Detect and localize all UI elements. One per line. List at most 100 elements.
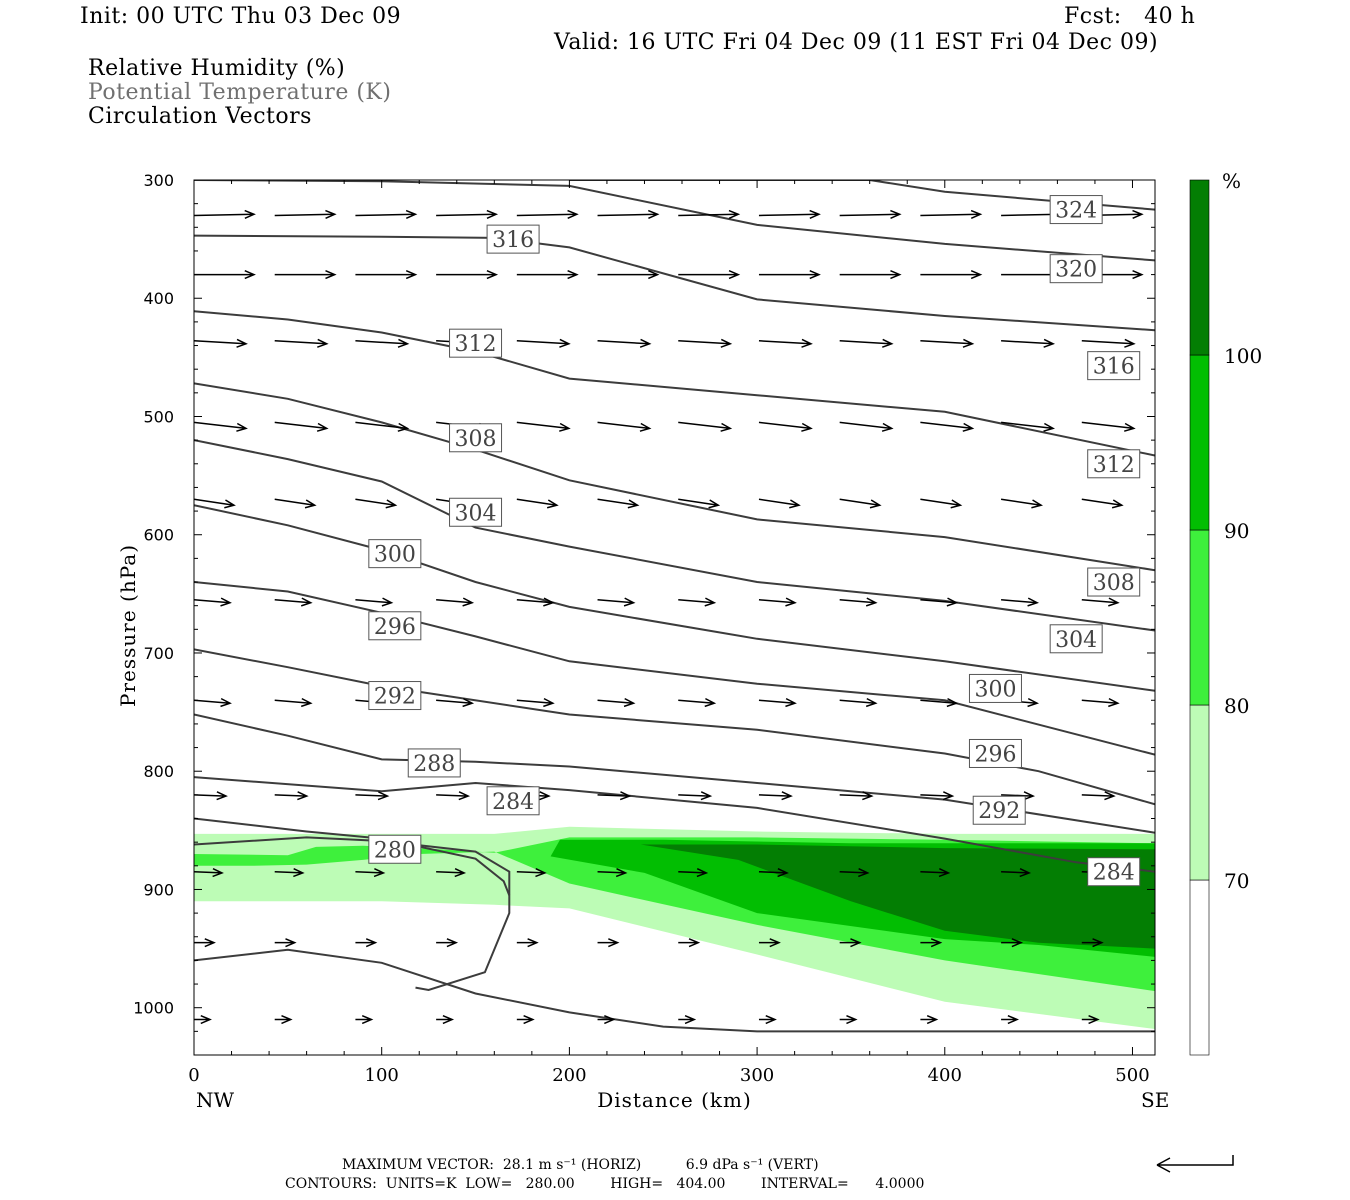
plot-frame <box>193 179 1156 1056</box>
rh-shading <box>194 826 1155 1029</box>
theta-contour-296 <box>194 581 1155 756</box>
vector-arrow <box>436 1014 455 1025</box>
contour-label-box <box>1087 857 1141 887</box>
vector-arrow <box>920 421 975 432</box>
theta-contour-284 <box>194 817 511 896</box>
contour-label: 292 <box>374 685 416 710</box>
colorbar-segment <box>1189 879 1210 1056</box>
theta-contour-284 <box>194 776 1155 873</box>
contour-label-box <box>1087 449 1141 479</box>
vector-arrow <box>274 270 337 280</box>
y-tick-label: 900 <box>143 880 174 899</box>
vector-arrow <box>597 338 652 348</box>
theta-contour-288 <box>194 713 1155 834</box>
vector-arrow <box>920 498 963 509</box>
vector-arrow <box>194 270 256 280</box>
vector-arrow <box>597 270 660 280</box>
field-theta: Potential Temperature (K) <box>88 80 392 105</box>
vector-arrow <box>194 938 216 948</box>
vector-arrow <box>920 338 975 348</box>
vector-arrow <box>355 270 418 280</box>
vector-arrow <box>597 697 636 708</box>
x-tick-label: 300 <box>740 1065 774 1086</box>
colorbar-level-label: 70 <box>1224 869 1249 893</box>
theta-contour-320 <box>194 180 1155 262</box>
colorbar-level-label: 100 <box>1224 344 1262 368</box>
vector-arrow <box>839 867 870 878</box>
vector-arrow <box>274 209 337 220</box>
vector-arrow <box>355 209 418 220</box>
init-time: Init: 00 UTC Thu 03 Dec 09 <box>80 4 402 29</box>
direction-label-se: SE <box>1141 1088 1169 1112</box>
vector-arrow <box>274 1014 293 1025</box>
colorbar-segment <box>1189 704 1210 881</box>
contour-label: 280 <box>374 838 416 863</box>
vector-arrow <box>920 867 951 878</box>
vector-arrow <box>274 421 329 432</box>
x-tick-label: 400 <box>928 1065 962 1086</box>
contour-label: 292 <box>978 799 1020 824</box>
x-tick-label: 100 <box>365 1065 399 1086</box>
contour-label-box <box>368 539 422 569</box>
contour-label-box <box>968 673 1022 703</box>
vector-arrow <box>597 938 620 948</box>
vector-arrow <box>758 938 781 948</box>
vector-arrow <box>839 1014 858 1025</box>
vector-arrow <box>597 1014 616 1025</box>
vector-arrow <box>758 338 813 348</box>
contour-label-box <box>449 497 503 527</box>
contour-label-box <box>368 681 422 711</box>
y-tick-label: 300 <box>143 171 174 190</box>
contour-label: 296 <box>974 742 1016 767</box>
vector-arrow <box>516 421 571 432</box>
contour-labels: 324 316 320 312 316 308 312 304 300 308 304 296 300 2… <box>368 195 1141 887</box>
y-tick-label: 400 <box>143 289 174 308</box>
contour-label-box <box>486 786 540 816</box>
vector-arrow <box>920 697 959 708</box>
contour-label: 288 <box>413 752 455 777</box>
vector-arrow <box>758 270 821 280</box>
vector-arrow <box>193 209 256 220</box>
contour-label-box <box>968 738 1022 768</box>
vector-arrow <box>436 867 467 878</box>
vector-arrow <box>839 421 894 432</box>
vector-arrow <box>274 597 313 607</box>
contour-label-box <box>1049 254 1103 284</box>
vector-arrow <box>516 209 579 220</box>
reference-vector-arrow <box>1156 1155 1234 1173</box>
vector-arrow <box>1001 791 1036 801</box>
colorbar-segment <box>1189 179 1210 356</box>
vector-arrow <box>597 421 652 432</box>
y-tick-label: 500 <box>143 407 174 426</box>
contour-label: 308 <box>1093 571 1135 596</box>
vector-arrow <box>355 791 390 801</box>
theta-contour-316 <box>194 234 1155 332</box>
vector-arrow <box>1081 498 1124 509</box>
vector-arrow <box>678 421 733 432</box>
vector-arrow <box>839 597 878 607</box>
vector-arrow <box>678 498 721 509</box>
vector-arrow <box>839 209 902 220</box>
colorbar-level-label: 80 <box>1224 694 1249 718</box>
vector-arrow <box>436 938 459 948</box>
vector-arrow <box>920 270 983 280</box>
direction-label-nw: NW <box>196 1088 235 1112</box>
vector-arrow <box>678 1014 697 1025</box>
contour-label: 304 <box>455 501 497 526</box>
vector-arrow <box>436 791 471 801</box>
y-tick-label: 1000 <box>133 999 174 1018</box>
circulation-vectors <box>193 209 1144 1025</box>
vector-arrow <box>920 209 983 220</box>
valid-time: Valid: 16 UTC Fri 04 Dec 09 (11 EST Fri … <box>554 30 1159 55</box>
colorbar-segment <box>1189 529 1210 706</box>
colorbar-level-label: 90 <box>1224 519 1249 543</box>
contour-label: 316 <box>492 228 534 253</box>
theta-contour-292 <box>194 648 1155 806</box>
vector-arrow <box>758 597 797 607</box>
vector-arrow <box>355 498 398 509</box>
vector-arrow <box>678 597 717 607</box>
vector-arrow <box>597 597 636 607</box>
theta-contour-300 <box>194 504 1155 692</box>
vector-arrow <box>436 597 475 607</box>
